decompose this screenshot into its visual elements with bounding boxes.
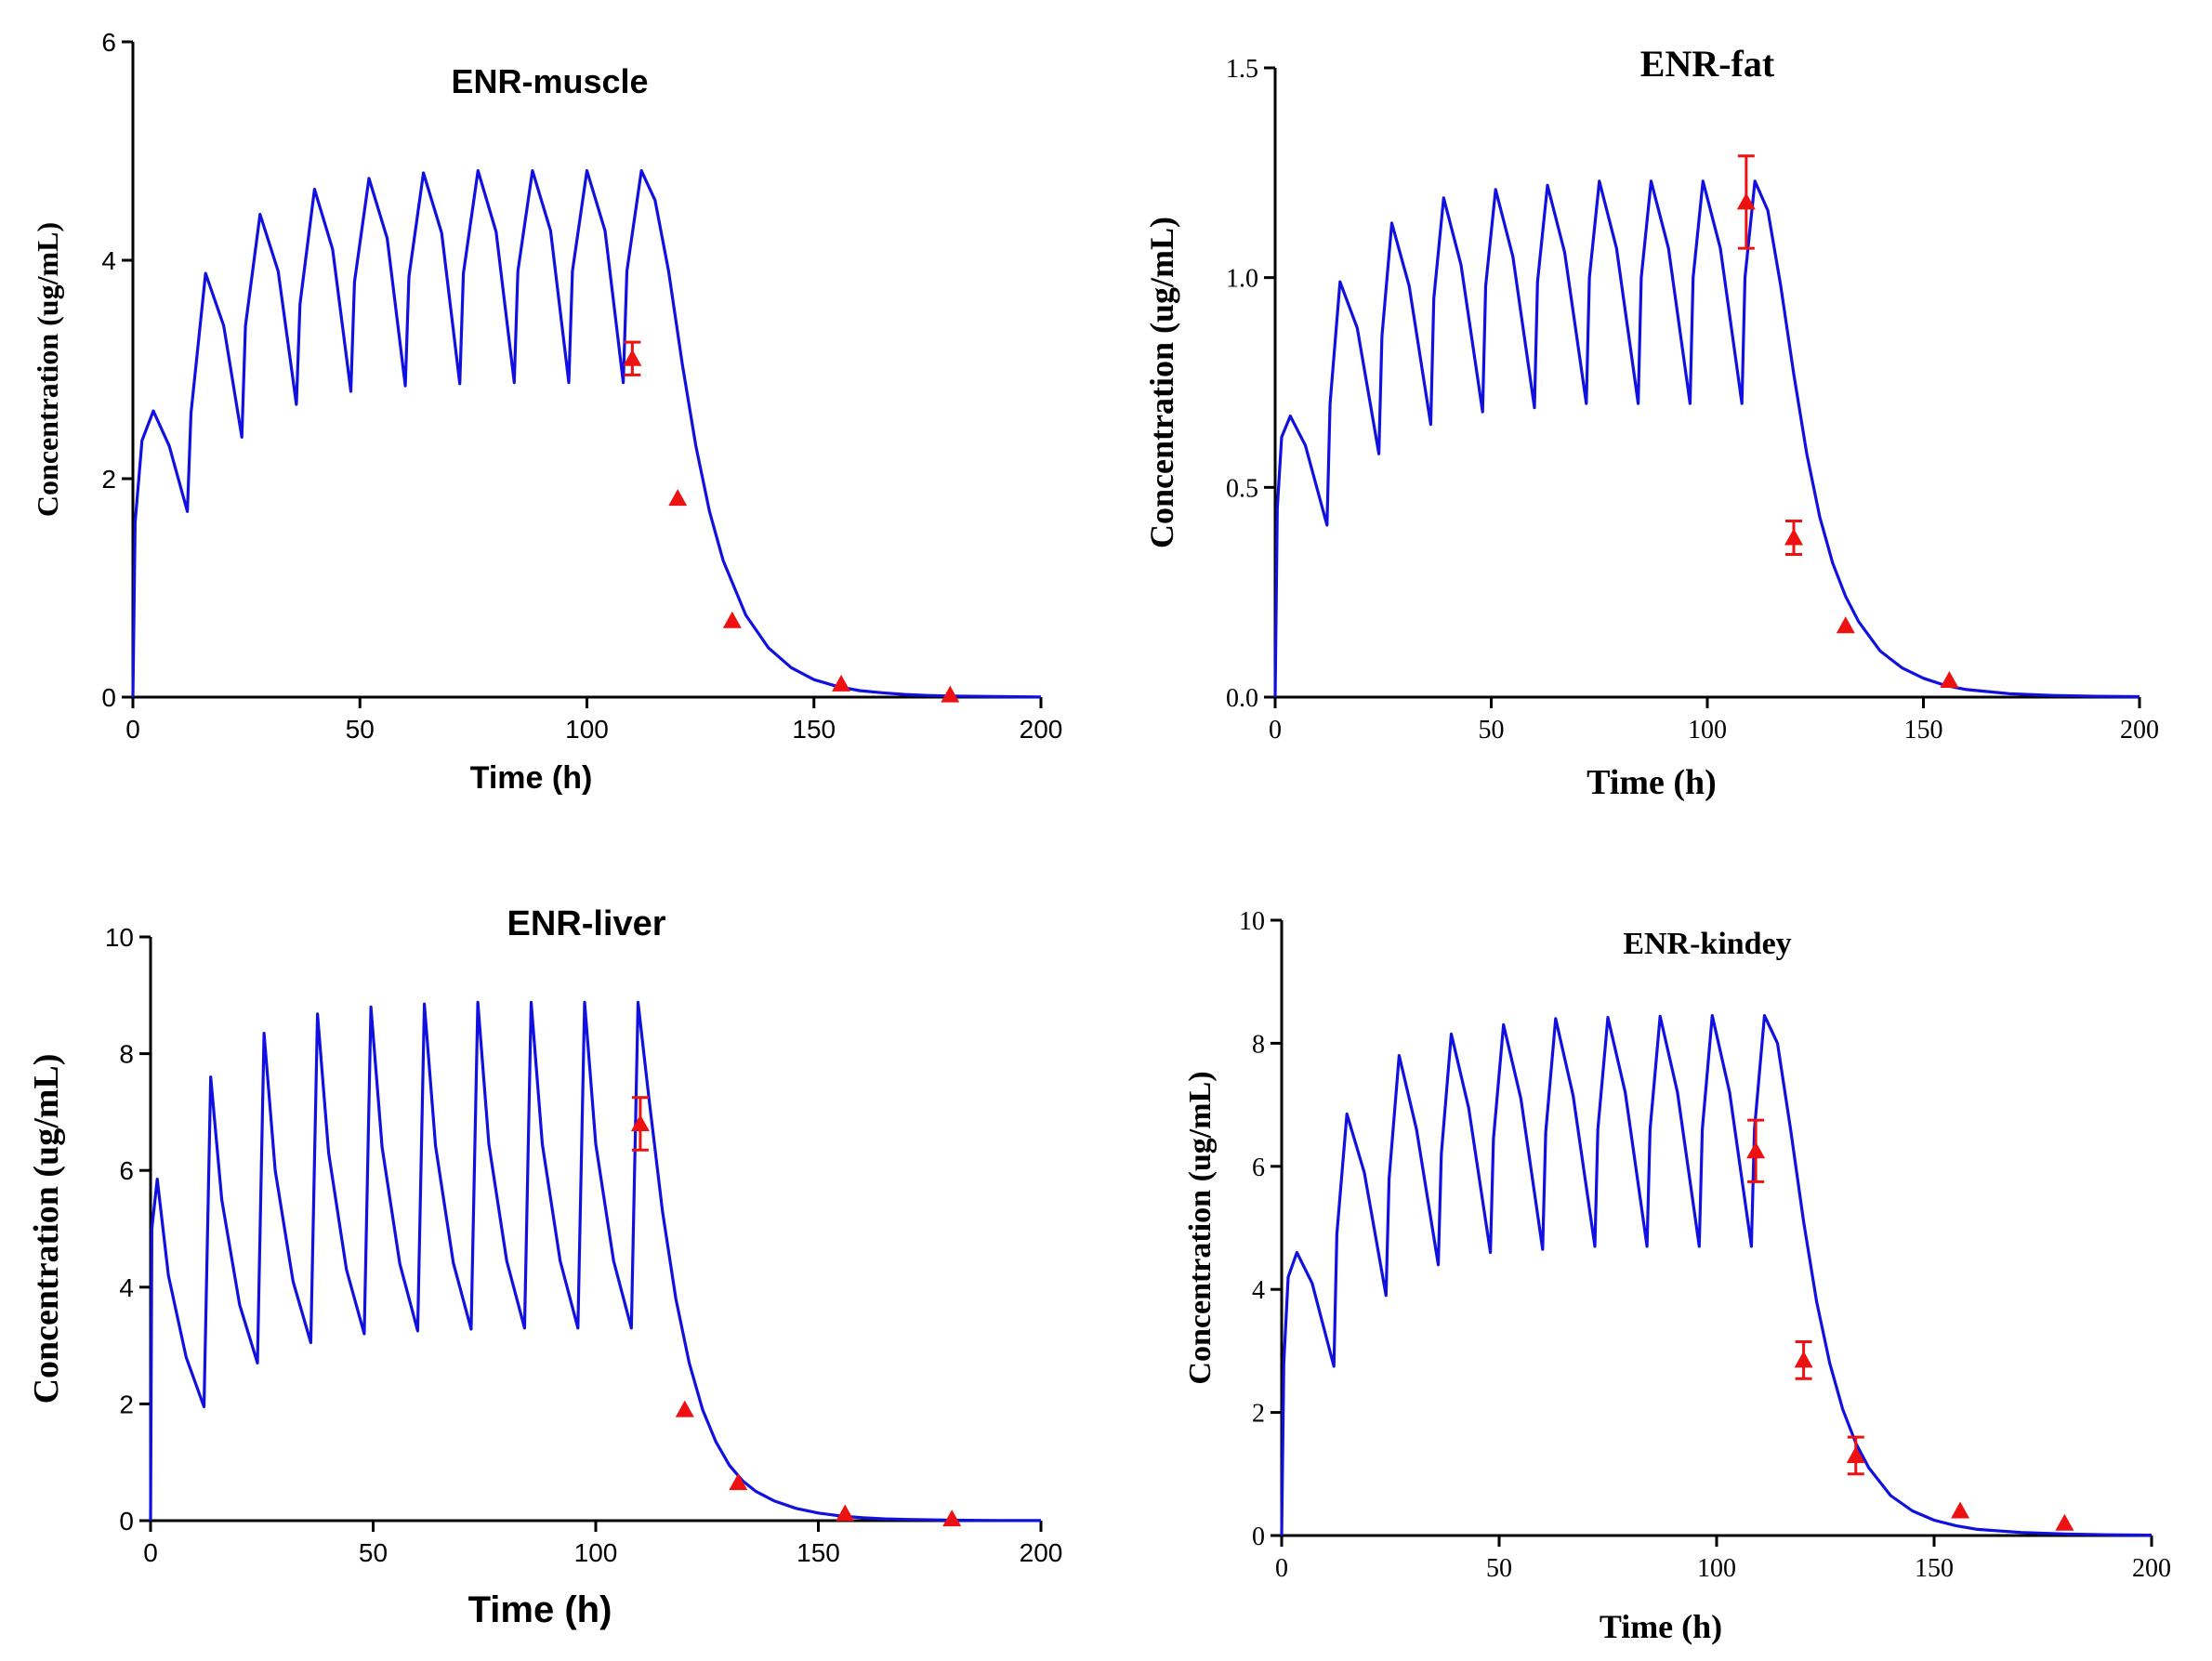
- simulated-line: [1280, 1014, 2153, 1537]
- y-tick-label: 0.0: [1226, 684, 1258, 713]
- x-tick-label: 150: [792, 715, 836, 744]
- x-tick-label: 150: [797, 1538, 840, 1567]
- observed-point: [630, 1114, 650, 1131]
- y-tick-label: 0: [101, 683, 116, 712]
- x-tick-label: 100: [574, 1538, 618, 1567]
- x-axis-label: Time (h): [468, 1589, 612, 1630]
- observed-point: [1784, 528, 1803, 546]
- simulated-line: [149, 1000, 1042, 1523]
- observed-point: [623, 349, 642, 366]
- y-tick-label: 6: [1252, 1153, 1265, 1182]
- x-tick-label: 200: [2120, 716, 2159, 745]
- x-tick-label: 50: [346, 715, 375, 744]
- x-tick-label: 200: [1020, 1538, 1063, 1567]
- y-tick-label: 8: [119, 1040, 134, 1069]
- y-tick-label: 10: [1239, 907, 1265, 936]
- chart-panel-4: 0 50 100 150 200 0 2 4 6 8 10 ENR-kindey Time (h) Con…: [1183, 907, 2171, 1645]
- chart-panel-1: 0 50 100 150 200 0 2 4 6 ENR-muscle Time (h) Concen…: [31, 28, 1062, 796]
- x-tick-label: 0: [1269, 716, 1282, 745]
- chart-title: ENR-liver: [507, 904, 665, 943]
- y-axis-label: Concentration (ug/mL): [1143, 217, 1180, 548]
- chart-title: ENR-kindey: [1623, 927, 1791, 961]
- observed-point: [675, 1400, 694, 1417]
- y-tick-label: 4: [101, 246, 116, 275]
- x-tick-label: 200: [1020, 715, 1063, 744]
- observed-point: [1736, 192, 1756, 210]
- x-tick-label: 100: [565, 715, 609, 744]
- observed-point: [1746, 1141, 1766, 1159]
- x-tick-label: 50: [1479, 716, 1505, 745]
- simulated-line: [131, 169, 1042, 699]
- x-tick-label: 150: [1915, 1554, 1954, 1583]
- y-tick-label: 1.5: [1226, 55, 1258, 84]
- chart-title: ENR-muscle: [451, 62, 648, 100]
- y-tick-label: 0: [119, 1507, 134, 1536]
- y-tick-label: 10: [105, 923, 134, 952]
- y-tick-label: 2: [101, 465, 116, 494]
- x-axis-label: Time (h): [470, 760, 593, 796]
- y-tick-label: 1.0: [1226, 265, 1258, 294]
- x-tick-label: 0: [143, 1538, 158, 1567]
- y-tick-label: 4: [1252, 1276, 1265, 1305]
- y-tick-label: 2: [1252, 1400, 1265, 1429]
- x-tick-label: 100: [1697, 1554, 1736, 1583]
- observed-point: [942, 1509, 962, 1527]
- x-tick-label: 50: [1486, 1554, 1512, 1583]
- y-tick-label: 4: [119, 1273, 134, 1302]
- simulated-line: [1273, 179, 2140, 699]
- observed-point: [1951, 1501, 1970, 1519]
- y-tick-label: 0: [1252, 1523, 1265, 1551]
- y-tick-label: 2: [119, 1390, 134, 1418]
- x-tick-label: 100: [1688, 716, 1727, 745]
- observed-point: [1836, 616, 1855, 634]
- x-tick-label: 200: [2132, 1554, 2171, 1583]
- x-tick-label: 150: [1904, 716, 1943, 745]
- observed-point: [1940, 670, 1959, 688]
- x-axis-label: Time (h): [1600, 1608, 1722, 1645]
- x-tick-label: 0: [1275, 1554, 1288, 1583]
- observed-point: [941, 685, 960, 703]
- y-tick-label: 6: [119, 1156, 134, 1185]
- x-tick-label: 0: [125, 715, 140, 744]
- chart-panel-3: 0 50 100 150 200 0 2 4 6 8 10 ENR-liver Time (h) Conc…: [27, 904, 1062, 1630]
- y-axis-label: Concentration (ug/mL): [31, 222, 64, 517]
- chart-title: ENR-fat: [1640, 43, 1775, 85]
- observed-point: [1846, 1445, 1865, 1463]
- observed-point: [2055, 1513, 2074, 1531]
- observed-point: [668, 489, 688, 507]
- y-axis-label: Concentration (ug/mL): [1183, 1071, 1218, 1384]
- y-tick-label: 0.5: [1226, 474, 1258, 503]
- observed-point: [832, 674, 851, 692]
- observed-point: [722, 611, 742, 628]
- observed-point: [1794, 1351, 1813, 1368]
- chart-panel-2: 0 50 100 150 200 0.0 0.5 1.0 1.5 ENR-fat Time (h) C…: [1143, 43, 2159, 802]
- x-axis-label: Time (h): [1587, 763, 1717, 802]
- x-tick-label: 50: [359, 1538, 388, 1567]
- observed-point: [836, 1504, 855, 1522]
- y-axis-label: Concentration (ug/mL): [27, 1054, 66, 1404]
- observed-point: [729, 1473, 748, 1491]
- y-tick-label: 8: [1252, 1030, 1265, 1059]
- y-tick-label: 6: [101, 28, 116, 57]
